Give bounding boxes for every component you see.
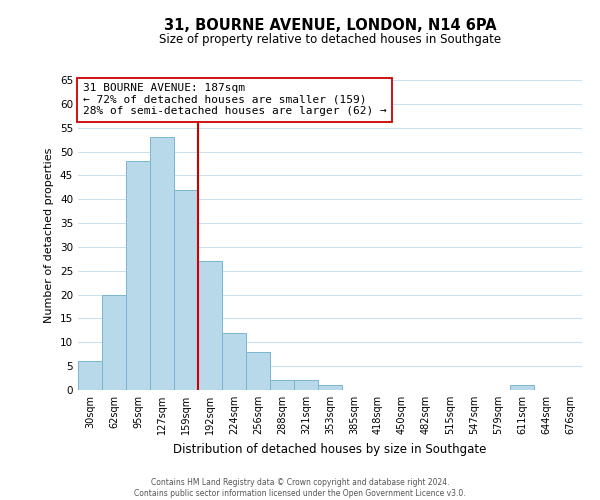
X-axis label: Distribution of detached houses by size in Southgate: Distribution of detached houses by size … bbox=[173, 442, 487, 456]
Bar bbox=[78, 362, 102, 390]
Bar bbox=[510, 385, 534, 390]
Bar bbox=[222, 333, 246, 390]
Bar bbox=[174, 190, 198, 390]
Text: Size of property relative to detached houses in Southgate: Size of property relative to detached ho… bbox=[159, 32, 501, 46]
Bar bbox=[150, 137, 174, 390]
Bar bbox=[198, 261, 222, 390]
Bar bbox=[126, 161, 150, 390]
Y-axis label: Number of detached properties: Number of detached properties bbox=[44, 148, 55, 322]
Bar bbox=[246, 352, 270, 390]
Text: Contains HM Land Registry data © Crown copyright and database right 2024.
Contai: Contains HM Land Registry data © Crown c… bbox=[134, 478, 466, 498]
Text: 31, BOURNE AVENUE, LONDON, N14 6PA: 31, BOURNE AVENUE, LONDON, N14 6PA bbox=[164, 18, 496, 32]
Bar bbox=[318, 385, 342, 390]
Bar bbox=[270, 380, 294, 390]
Bar bbox=[294, 380, 318, 390]
Bar bbox=[102, 294, 126, 390]
Text: 31 BOURNE AVENUE: 187sqm
← 72% of detached houses are smaller (159)
28% of semi-: 31 BOURNE AVENUE: 187sqm ← 72% of detach… bbox=[83, 83, 387, 116]
